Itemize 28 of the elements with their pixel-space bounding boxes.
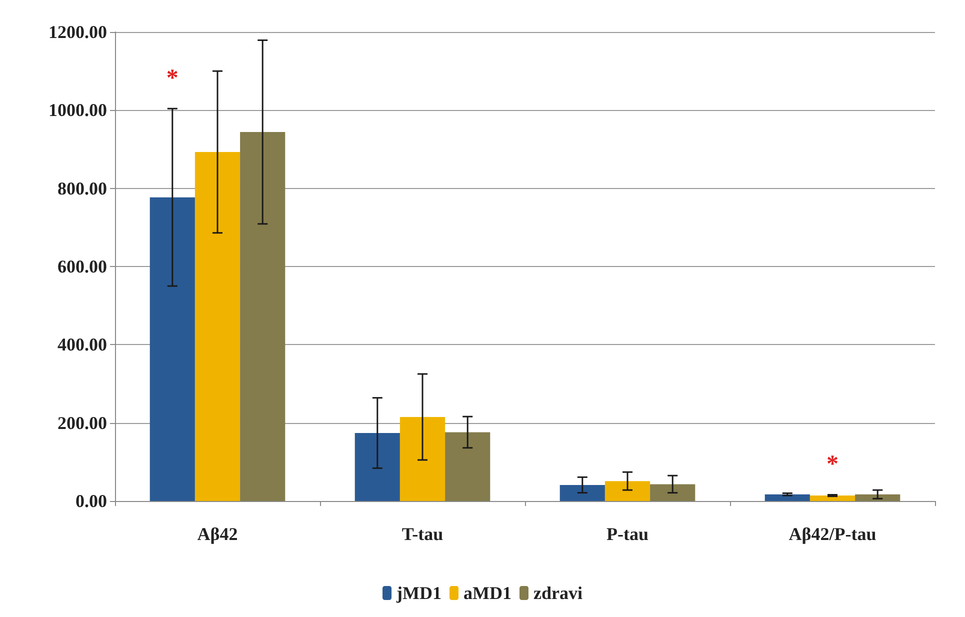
x-tick-label: Aβ42 bbox=[197, 524, 238, 544]
legend-label: zdravi bbox=[533, 583, 582, 603]
x-tick-label: Aβ42/P-tau bbox=[788, 524, 876, 544]
legend-label: jMD1 bbox=[396, 583, 442, 603]
annotation: * bbox=[826, 452, 838, 478]
legend-label: aMD1 bbox=[464, 583, 512, 603]
y-tick-label: 1000.00 bbox=[48, 100, 107, 120]
bar bbox=[604, 481, 650, 501]
bar bbox=[650, 484, 696, 501]
y-tick-label: 800.00 bbox=[58, 178, 107, 198]
bar bbox=[150, 197, 195, 501]
x-tick-label: P-tau bbox=[606, 524, 648, 544]
bar bbox=[240, 132, 286, 501]
bar bbox=[445, 432, 490, 501]
bar bbox=[855, 494, 900, 501]
y-tick-label: 200.00 bbox=[58, 412, 107, 433]
bar bbox=[560, 484, 605, 501]
y-tick-label: 400.00 bbox=[58, 334, 107, 355]
bar bbox=[354, 432, 400, 501]
bar bbox=[194, 152, 240, 501]
y-tick-label: 1200.00 bbox=[48, 22, 107, 42]
bar bbox=[810, 496, 856, 501]
y-tick-label: 0.00 bbox=[76, 491, 107, 511]
annotation: * bbox=[166, 66, 178, 92]
x-tick-label: T-tau bbox=[402, 524, 444, 544]
y-tick-label: 600.00 bbox=[58, 256, 107, 276]
bar bbox=[764, 494, 810, 501]
bar bbox=[400, 416, 446, 501]
